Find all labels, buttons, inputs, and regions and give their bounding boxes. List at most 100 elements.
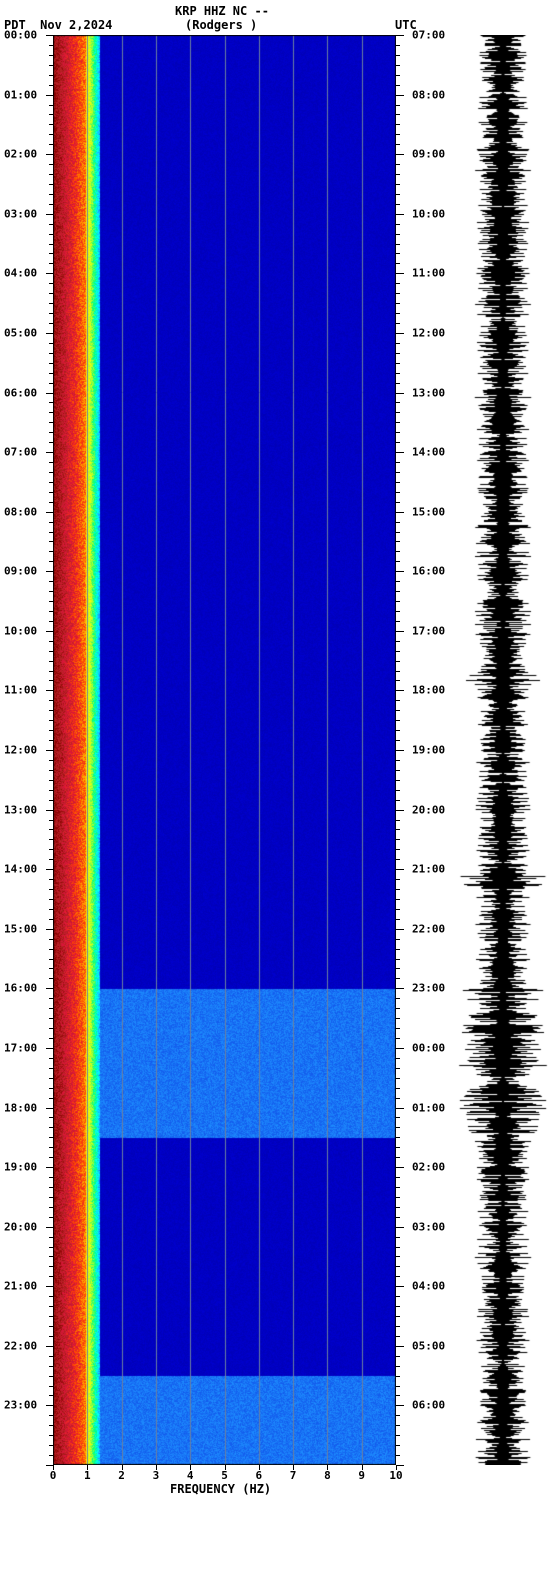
y-left-minor-tick bbox=[49, 1237, 53, 1238]
y-right-label: 07:00 bbox=[412, 29, 445, 42]
y-left-minor-tick bbox=[49, 1127, 53, 1128]
y-right-minor-tick bbox=[396, 651, 400, 652]
y-left-minor-tick bbox=[49, 313, 53, 314]
y-right-tick bbox=[396, 154, 404, 155]
y-right-minor-tick bbox=[396, 1386, 400, 1387]
y-left-minor-tick bbox=[49, 820, 53, 821]
y-left-minor-tick bbox=[49, 124, 53, 125]
y-left-minor-tick bbox=[49, 353, 53, 354]
y-right-minor-tick bbox=[396, 1415, 400, 1416]
y-left-label: 21:00 bbox=[4, 1280, 37, 1293]
y-right-minor-tick bbox=[396, 1376, 400, 1377]
y-right-minor-tick bbox=[396, 373, 400, 374]
y-left-minor-tick bbox=[49, 1217, 53, 1218]
y-left-minor-tick bbox=[49, 65, 53, 66]
y-left-minor-tick bbox=[49, 1455, 53, 1456]
y-right-minor-tick bbox=[396, 909, 400, 910]
x-axis-title: FREQUENCY (HZ) bbox=[170, 1482, 271, 1496]
y-left-minor-tick bbox=[49, 373, 53, 374]
y-left-tick bbox=[46, 1048, 53, 1049]
y-left-minor-tick bbox=[49, 85, 53, 86]
y-right-minor-tick bbox=[396, 144, 400, 145]
y-right-minor-tick bbox=[396, 1395, 400, 1396]
y-right-minor-tick bbox=[396, 283, 400, 284]
y-left-tick bbox=[46, 929, 53, 930]
y-left-minor-tick bbox=[49, 1028, 53, 1029]
y-right-minor-tick bbox=[396, 1237, 400, 1238]
y-left-minor-tick bbox=[49, 671, 53, 672]
y-left-minor-tick bbox=[49, 184, 53, 185]
y-right-tick bbox=[396, 1286, 404, 1287]
y-left-minor-tick bbox=[49, 134, 53, 135]
y-right-tick bbox=[396, 929, 404, 930]
y-left-minor-tick bbox=[49, 1395, 53, 1396]
y-left-minor-tick bbox=[49, 740, 53, 741]
y-right-minor-tick bbox=[396, 432, 400, 433]
y-right-minor-tick bbox=[396, 1326, 400, 1327]
y-right-minor-tick bbox=[396, 1117, 400, 1118]
y-right-minor-tick bbox=[396, 611, 400, 612]
y-left-minor-tick bbox=[49, 283, 53, 284]
y-left-label: 22:00 bbox=[4, 1339, 37, 1352]
y-right-minor-tick bbox=[396, 998, 400, 999]
y-right-minor-tick bbox=[396, 224, 400, 225]
y-right-label: 23:00 bbox=[412, 982, 445, 995]
y-right-minor-tick bbox=[396, 1247, 400, 1248]
y-left-label: 07:00 bbox=[4, 446, 37, 459]
y-right-minor-tick bbox=[396, 1455, 400, 1456]
y-left-minor-tick bbox=[49, 1276, 53, 1277]
y-right-minor-tick bbox=[396, 1445, 400, 1446]
y-right-label: 04:00 bbox=[412, 1280, 445, 1293]
y-left-label: 18:00 bbox=[4, 1101, 37, 1114]
y-left-minor-tick bbox=[49, 829, 53, 830]
y-right-minor-tick bbox=[396, 1425, 400, 1426]
y-right-minor-tick bbox=[396, 383, 400, 384]
y-left-tick bbox=[46, 1405, 53, 1406]
x-tick-mark bbox=[87, 1465, 88, 1470]
y-right-label: 11:00 bbox=[412, 267, 445, 280]
y-right-minor-tick bbox=[396, 343, 400, 344]
y-left-minor-tick bbox=[49, 1068, 53, 1069]
y-left-minor-tick bbox=[49, 968, 53, 969]
station-title: KRP HHZ NC -- bbox=[175, 4, 269, 18]
y-right-minor-tick bbox=[396, 879, 400, 880]
y-right-minor-tick bbox=[396, 1058, 400, 1059]
y-right-minor-tick bbox=[396, 253, 400, 254]
y-left-minor-tick bbox=[49, 1415, 53, 1416]
y-left-minor-tick bbox=[49, 164, 53, 165]
y-left-minor-tick bbox=[49, 323, 53, 324]
y-right-minor-tick bbox=[396, 949, 400, 950]
y-right-minor-tick bbox=[396, 1177, 400, 1178]
y-right-tick bbox=[396, 333, 404, 334]
y-right-minor-tick bbox=[396, 1276, 400, 1277]
y-left-label: 08:00 bbox=[4, 505, 37, 518]
y-right-label: 10:00 bbox=[412, 207, 445, 220]
y-left-minor-tick bbox=[49, 303, 53, 304]
y-left-minor-tick bbox=[49, 1038, 53, 1039]
y-right-minor-tick bbox=[396, 1018, 400, 1019]
y-left-tick bbox=[46, 571, 53, 572]
y-left-minor-tick bbox=[49, 1018, 53, 1019]
y-right-minor-tick bbox=[396, 522, 400, 523]
y-right-minor-tick bbox=[396, 621, 400, 622]
y-left-tick bbox=[46, 810, 53, 811]
y-left-minor-tick bbox=[49, 1008, 53, 1009]
y-right-tick bbox=[396, 869, 404, 870]
x-tick-mark bbox=[190, 1465, 191, 1470]
y-left-minor-tick bbox=[49, 641, 53, 642]
y-left-minor-tick bbox=[49, 899, 53, 900]
x-tick-label: 0 bbox=[50, 1469, 57, 1482]
y-right-minor-tick bbox=[396, 65, 400, 66]
y-left-label: 03:00 bbox=[4, 207, 37, 220]
y-right-minor-tick bbox=[396, 164, 400, 165]
y-right-minor-tick bbox=[396, 532, 400, 533]
y-right-label: 06:00 bbox=[412, 1399, 445, 1412]
y-left-minor-tick bbox=[49, 1187, 53, 1188]
y-left-tick bbox=[46, 393, 53, 394]
y-left-minor-tick bbox=[49, 879, 53, 880]
y-left-minor-tick bbox=[49, 105, 53, 106]
y-right-minor-tick bbox=[396, 105, 400, 106]
y-left-minor-tick bbox=[49, 55, 53, 56]
y-left-minor-tick bbox=[49, 680, 53, 681]
y-left-minor-tick bbox=[49, 412, 53, 413]
